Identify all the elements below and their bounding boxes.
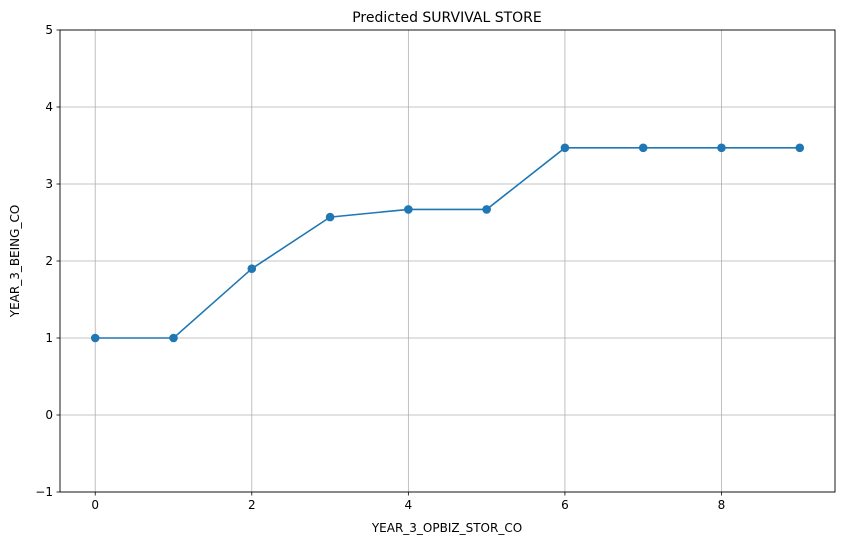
x-tick-label: 0 <box>91 498 99 512</box>
data-point <box>482 205 491 214</box>
y-axis-label: YEAR_3_BEING_CO <box>8 205 22 319</box>
x-tick-label: 2 <box>248 498 256 512</box>
data-point <box>325 212 335 222</box>
data-point <box>404 205 413 214</box>
x-tick-label: 4 <box>405 498 413 512</box>
data-point <box>90 333 100 343</box>
grid <box>60 29 835 493</box>
data-point <box>638 143 648 153</box>
y-tick-label: 5 <box>45 23 53 37</box>
data-point <box>795 143 805 153</box>
y-tick-label: 4 <box>45 100 53 114</box>
y-tick-label: 0 <box>45 408 53 422</box>
chart-title: Predicted SURVIVAL STORE <box>352 10 542 26</box>
data-point <box>717 143 726 153</box>
x-tick-label: 6 <box>561 498 569 512</box>
axis-ticks: 0 2 4 6 8 −1 0 1 2 3 4 5 <box>35 23 725 512</box>
x-axis-label: YEAR_3_OPBIZ_STOR_CO <box>371 521 522 535</box>
y-tick-label: −1 <box>35 485 53 499</box>
series <box>90 143 805 343</box>
data-point <box>560 143 570 153</box>
data-point <box>247 264 257 274</box>
y-tick-label: 2 <box>45 254 53 268</box>
series-line <box>95 147 800 339</box>
y-tick-label: 3 <box>45 177 53 191</box>
data-point <box>169 333 178 343</box>
x-tick-label: 8 <box>718 498 726 512</box>
y-tick-label: 1 <box>45 331 53 345</box>
